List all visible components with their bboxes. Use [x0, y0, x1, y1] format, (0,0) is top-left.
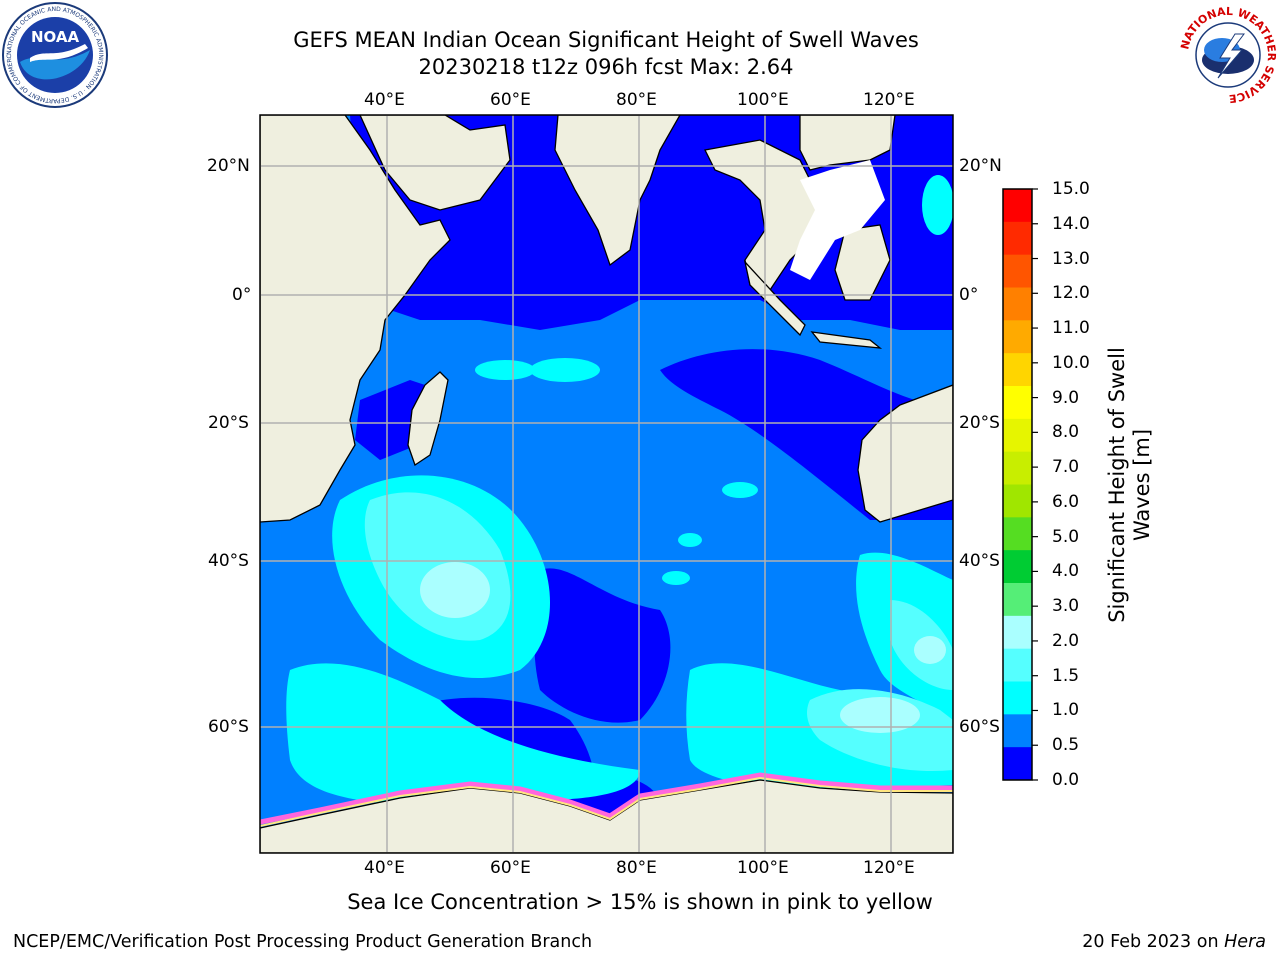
colorbar-tick-label: 12.0	[1052, 283, 1090, 304]
footer-host: Hera	[1224, 932, 1266, 952]
colorbar-tick-label: 0.0	[1052, 770, 1080, 790]
nodata-south-china-sea	[790, 160, 885, 280]
lon-label-bottom-80e: 80°E	[616, 858, 657, 878]
map-frame	[259, 114, 954, 854]
colorbar-segment	[1003, 386, 1032, 420]
lat-label-left-20n: 20°N	[207, 156, 250, 176]
land-borneo	[834, 224, 891, 301]
colorbar-tick-label: 13.0	[1052, 248, 1090, 269]
footer-branch: NCEP/EMC/Verification Post Processing Pr…	[13, 932, 593, 952]
footer-date-text: 20 Feb 2023 on	[1082, 932, 1219, 952]
colorbar-segment	[1003, 353, 1032, 387]
land-africa	[260, 115, 451, 523]
land-india	[554, 115, 681, 267]
land-arabia	[359, 115, 511, 211]
colorbar-tick-label: 1.0	[1052, 700, 1080, 721]
lat-label-right-60s: 60°S	[959, 717, 1000, 737]
lat-label-right-0: 0°	[959, 285, 979, 305]
colorbar-title-line1: Significant Height of Swell	[1105, 347, 1129, 623]
swell-mid-patch2	[530, 358, 600, 382]
colorbar-segment	[1003, 189, 1032, 223]
chart-subtitle: 20230218 t12z 096h fcst Max: 2.64	[418, 55, 794, 79]
colorbar-tick-label: 8.0	[1052, 422, 1080, 443]
land-china	[799, 115, 896, 171]
colorbar-segment	[1003, 615, 1032, 650]
land-madagascar	[407, 371, 449, 467]
colorbar-tick-label: 6.0	[1052, 491, 1080, 512]
colorbar-segment	[1003, 583, 1032, 617]
lon-label-bottom-100e: 100°E	[737, 858, 789, 878]
colorbar-tick-label: 2.0	[1052, 630, 1080, 651]
swell-low-kerguelen	[534, 568, 671, 723]
colorbar-title-line2: Waves [m]	[1130, 428, 1154, 542]
lon-label-top-40e: 40°E	[364, 90, 405, 110]
swell-mid-patch6	[922, 175, 953, 235]
lon-label-bottom-60e: 60°E	[490, 858, 531, 878]
sea-ice-note: Sea Ice Concentration > 15% is shown in …	[347, 890, 933, 914]
colorbar-tick-label: 15.0	[1052, 179, 1090, 199]
colorbar-segment	[1003, 747, 1032, 781]
colorbar-tick-label: 5.0	[1052, 526, 1080, 547]
colorbar-tick-label: 10.0	[1052, 352, 1090, 373]
sea-ice-fringe	[260, 772, 953, 825]
map-area	[260, 115, 953, 853]
lon-label-top-120e: 120°E	[863, 90, 915, 110]
colorbar-tick-label: 1.5	[1052, 665, 1080, 686]
colorbar-tick-label: 7.0	[1052, 457, 1080, 478]
chart-title: GEFS MEAN Indian Ocean Significant Heigh…	[293, 28, 919, 52]
colorbar-segment	[1003, 484, 1032, 518]
colorbar-segment	[1003, 287, 1032, 321]
swell-mid-patch3	[722, 482, 758, 498]
land-java	[810, 331, 883, 349]
swell-mid-patch4	[678, 533, 702, 547]
graticule	[260, 115, 953, 853]
colorbar-tick-label: 3.0	[1052, 596, 1080, 617]
swell-max-east	[914, 636, 946, 664]
swell-mid-south	[286, 663, 640, 805]
colorbar-segment	[1003, 714, 1032, 748]
lon-label-top-100e: 100°E	[737, 90, 789, 110]
noaa-logo: NATIONAL OCEANIC AND ATMOSPHERIC ADMINIS…	[0, 0, 108, 108]
lat-label-left-40s: 40°S	[208, 551, 249, 571]
swell-max-sw	[420, 562, 490, 618]
swell-mid-patch5	[662, 571, 690, 585]
lat-label-left-60s: 60°S	[208, 717, 249, 737]
land-sumatra	[743, 259, 806, 337]
colorbar-segment	[1003, 221, 1032, 256]
lon-label-top-60e: 60°E	[490, 90, 531, 110]
colorbar-tick-label: 11.0	[1052, 318, 1090, 339]
colorbar-frame	[1002, 188, 1033, 781]
lat-label-left-20s: 20°S	[208, 413, 249, 433]
colorbar-segment	[1003, 451, 1032, 485]
lat-label-right-40s: 40°S	[959, 551, 1000, 571]
colorbar-tick-label: 9.0	[1052, 387, 1080, 408]
footer-date: 20 Feb 2023 on Hera	[1082, 932, 1266, 952]
colorbar-segment	[1003, 550, 1032, 584]
colorbar-segment	[1003, 418, 1032, 453]
land-australia	[857, 384, 953, 523]
colorbar-segment	[1003, 517, 1032, 551]
colorbar	[1002, 188, 1038, 781]
colorbar-segment	[1003, 648, 1032, 682]
colorbar-segment	[1003, 681, 1032, 715]
swell-mid-patch1	[475, 360, 535, 380]
lon-label-bottom-120e: 120°E	[863, 858, 915, 878]
nws-logo: NATIONAL WEATHER SERVICE	[1178, 5, 1278, 105]
colorbar-segment	[1003, 320, 1032, 354]
lon-label-top-80e: 80°E	[616, 90, 657, 110]
lon-label-bottom-40e: 40°E	[364, 858, 405, 878]
colorbar-tick-label: 0.5	[1052, 735, 1080, 756]
colorbar-segment	[1003, 254, 1032, 288]
lat-label-left-0: 0°	[232, 285, 252, 305]
lat-label-right-20n: 20°N	[959, 156, 1002, 176]
noaa-logo-text: NOAA	[31, 28, 80, 46]
sea-ice-fringe-yellow	[260, 776, 953, 827]
swell-max-se	[840, 697, 920, 733]
colorbar-tick-label: 4.0	[1052, 561, 1080, 582]
lat-label-right-20s: 20°S	[959, 413, 1000, 433]
colorbar-tick-label: 14.0	[1052, 213, 1090, 234]
